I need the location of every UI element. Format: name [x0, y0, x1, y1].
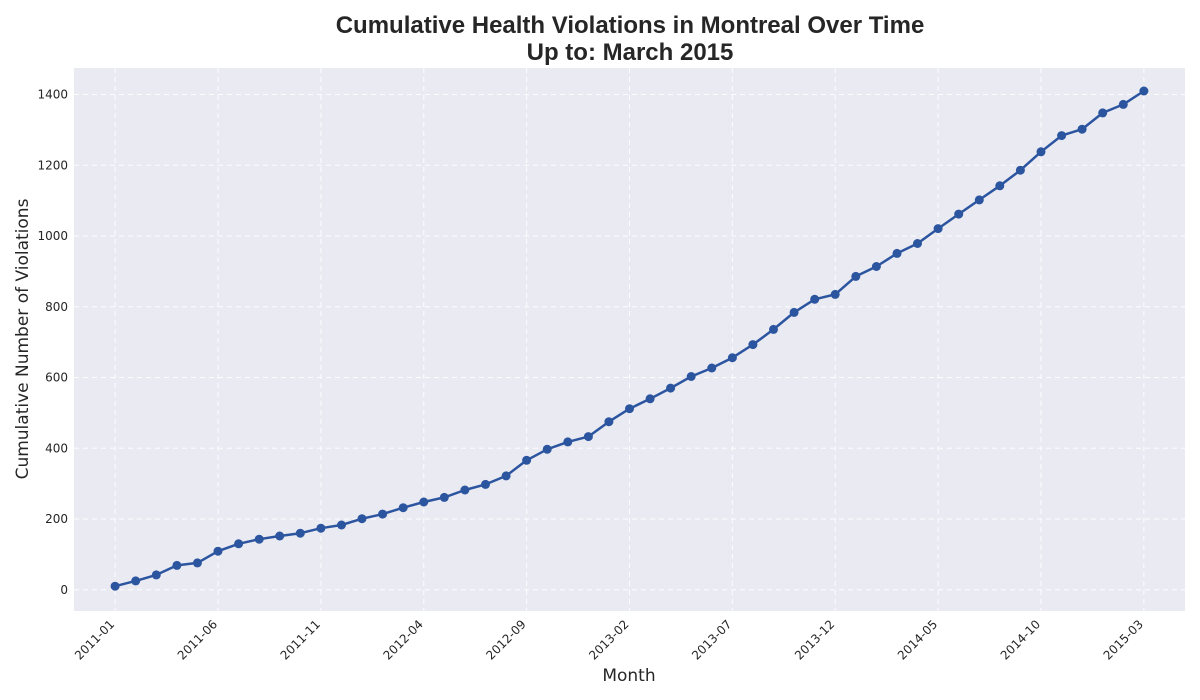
x-axis-label: Month: [602, 666, 655, 686]
y-tick-label: 1400: [37, 88, 68, 102]
x-axis-ticks: 2011-01 2011-06 2011-11 2012-04 2012-09 2013-…: [72, 617, 1146, 662]
y-tick-label: 1200: [37, 158, 68, 172]
data-point: [337, 520, 346, 530]
data-point: [748, 340, 758, 350]
y-tick-label: 1000: [37, 229, 68, 243]
x-tick-label: 2011-11: [278, 617, 323, 662]
data-points: [110, 86, 1149, 591]
data-point: [357, 514, 367, 524]
data-point: [1015, 165, 1025, 175]
data-point: [1098, 108, 1108, 118]
data-point: [234, 539, 244, 549]
data-point: [645, 394, 655, 404]
data-point: [275, 531, 285, 541]
data-point: [789, 307, 799, 317]
data-point: [583, 432, 593, 442]
data-point: [666, 383, 676, 393]
data-point: [563, 437, 573, 447]
data-point: [172, 560, 182, 570]
data-point: [501, 471, 511, 481]
y-axis-ticks: 0 200 400 600 800 1000 1200 1400: [37, 88, 68, 597]
x-tick-label: 2013-12: [792, 617, 837, 662]
data-point: [871, 262, 881, 271]
data-point: [995, 181, 1005, 191]
data-point: [830, 289, 840, 299]
data-point: [954, 209, 964, 219]
chart-title: Cumulative Health Violations in Montreal…: [336, 12, 925, 39]
data-point: [522, 455, 532, 465]
chart-subtitle: Up to: March 2015: [527, 39, 734, 66]
data-point: [439, 492, 449, 502]
data-point: [1139, 86, 1149, 96]
data-point: [110, 581, 120, 591]
y-axis-label: Cumulative Number of Violations: [13, 198, 33, 479]
data-point: [378, 509, 388, 519]
data-point: [192, 558, 202, 568]
data-point: [851, 271, 861, 281]
data-point: [419, 497, 429, 507]
x-tick-label: 2012-04: [381, 617, 426, 662]
data-point: [769, 324, 778, 334]
x-tick-label: 2011-01: [72, 617, 117, 662]
data-point: [481, 479, 490, 489]
data-point: [316, 523, 326, 533]
data-point: [1057, 131, 1067, 141]
data-point: [933, 224, 943, 234]
data-point: [892, 248, 902, 258]
x-tick-label: 2013-02: [586, 617, 631, 662]
data-point: [1036, 147, 1046, 157]
data-point: [707, 363, 717, 373]
data-point: [1077, 124, 1087, 134]
y-tick-label: 800: [45, 300, 68, 314]
data-point: [1118, 99, 1128, 109]
x-tick-label: 2015-03: [1101, 617, 1146, 662]
data-point: [974, 195, 984, 205]
data-point: [686, 372, 696, 381]
data-point: [131, 576, 141, 586]
y-tick-label: 600: [45, 371, 68, 385]
x-tick-label: 2014-10: [998, 617, 1043, 662]
data-point: [460, 485, 470, 495]
data-point: [604, 417, 614, 427]
grid: [74, 68, 1185, 611]
x-tick-label: 2014-05: [895, 617, 940, 662]
y-tick-label: 400: [45, 441, 68, 455]
data-point: [398, 503, 408, 513]
x-tick-label: 2013-07: [689, 617, 734, 662]
data-point: [625, 404, 634, 414]
y-tick-label: 0: [60, 583, 68, 597]
data-point: [295, 528, 305, 538]
data-point: [151, 570, 161, 580]
y-tick-label: 200: [45, 512, 68, 526]
data-point: [542, 444, 552, 454]
data-point: [810, 294, 820, 304]
x-tick-label: 2011-06: [175, 617, 220, 662]
data-point: [913, 239, 922, 248]
x-tick-label: 2012-09: [483, 617, 528, 662]
data-point: [254, 534, 264, 544]
data-point: [213, 546, 223, 556]
data-point: [727, 353, 737, 363]
